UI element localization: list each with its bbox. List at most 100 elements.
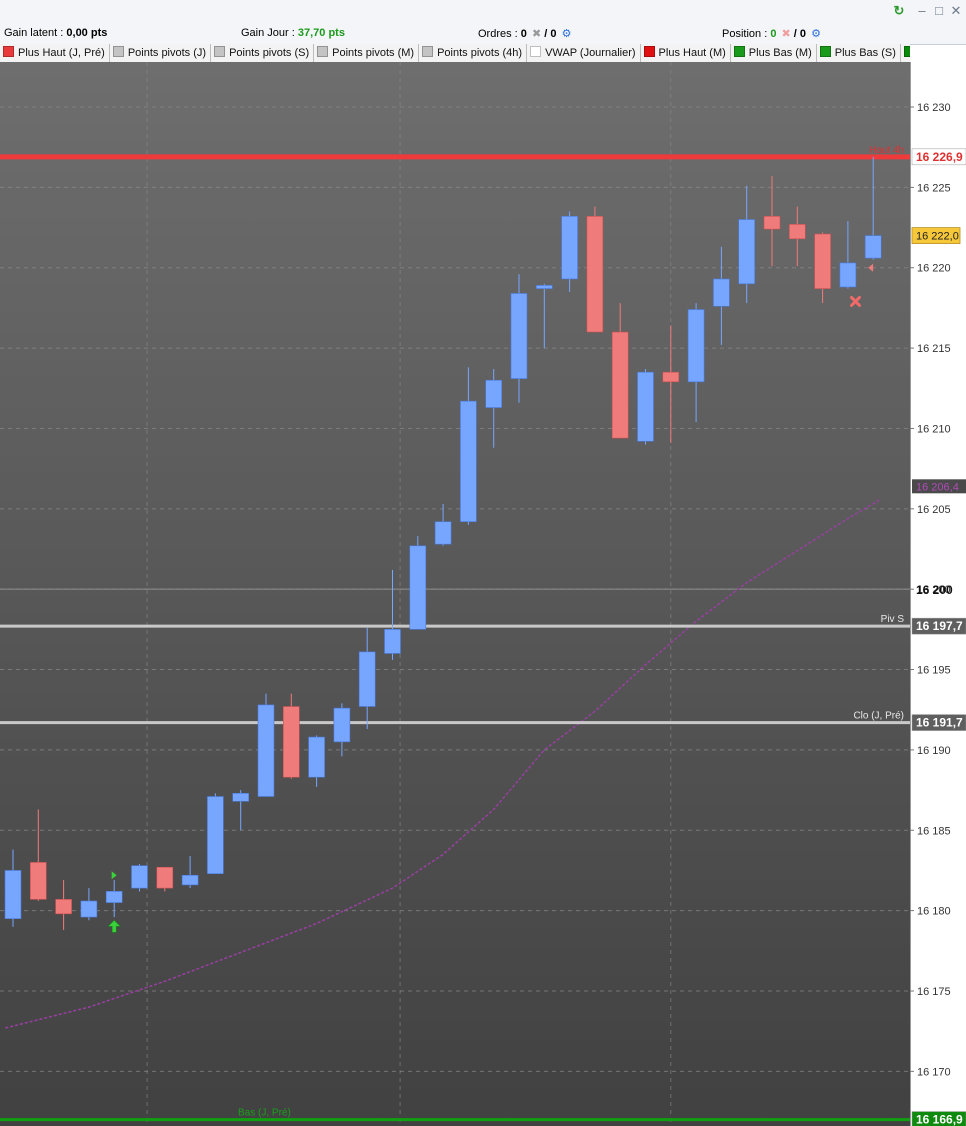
top-stats-bar: Gain latent : 0,00 pts Gain Jour : 37,70… xyxy=(0,0,966,45)
y-tick-label: 16 190 xyxy=(917,745,951,757)
gain-latent: Gain latent : 0,00 pts xyxy=(4,27,107,39)
y-tick-label: 16 215 xyxy=(917,343,951,355)
candle-body xyxy=(535,285,553,289)
gain-jour-label: Gain Jour : xyxy=(241,27,295,39)
candle-body xyxy=(637,371,654,442)
vwap-value-box xyxy=(912,479,966,494)
ordres-value: 0 xyxy=(520,28,527,40)
gain-jour-value: 37,70 pts xyxy=(297,27,345,39)
position-value: 0 xyxy=(770,28,777,40)
level-value-box xyxy=(911,714,966,731)
y-tick-label: 16 210 xyxy=(917,423,951,435)
candle-body xyxy=(207,796,224,874)
y-tick-label: 16 185 xyxy=(917,825,951,837)
candle-body xyxy=(358,651,376,707)
candle-body xyxy=(232,792,249,802)
candle-body xyxy=(864,235,882,259)
candle-body xyxy=(105,891,123,903)
legend-item[interactable]: Plus Bas xyxy=(901,44,910,62)
y-tick-label: 16 205 xyxy=(917,504,951,516)
legend-item[interactable]: Points pivots (4h) xyxy=(419,44,528,62)
minimize-icon[interactable]: – xyxy=(918,3,926,18)
candle-body xyxy=(713,278,730,307)
candle-body xyxy=(662,371,680,383)
legend-item[interactable]: Plus Bas (S) xyxy=(817,44,901,62)
legend-item[interactable]: VWAP (Journalier) xyxy=(527,44,641,62)
plot-background xyxy=(0,62,910,1126)
candle-body xyxy=(434,521,452,545)
candle-body xyxy=(814,233,831,289)
candle-body xyxy=(257,704,275,797)
legend-label: VWAP (Journalier) xyxy=(545,47,636,59)
candle-body xyxy=(561,215,578,280)
indicator-legend: Plus Haut (J, Pré) Points pivots (J) Point… xyxy=(0,44,910,63)
ordres: Ordres : 0 ✖ / 0 ⚙ xyxy=(478,27,571,40)
level-name-label: Bas (J, Pré) xyxy=(238,1108,291,1119)
candle-body xyxy=(181,874,199,886)
refresh-icon[interactable]: ↻ xyxy=(893,3,905,18)
legend-swatch xyxy=(422,46,434,57)
legend-label: Plus Haut (M) xyxy=(658,47,726,59)
legend-label: Points pivots (4h) xyxy=(437,47,523,59)
legend-swatch xyxy=(214,46,226,57)
maximize-icon[interactable]: □ xyxy=(935,3,943,18)
legend-swatch xyxy=(733,46,745,57)
candle-body xyxy=(80,900,98,918)
level-value-box xyxy=(911,148,966,166)
y-tick-label: 16 200 xyxy=(917,584,951,596)
legend-item[interactable]: Points pivots (M) xyxy=(314,44,420,62)
legend-item[interactable]: Points pivots (J) xyxy=(110,44,212,62)
close-cross-marker xyxy=(849,295,861,307)
level-name-label: Piv S xyxy=(881,614,905,625)
legend-swatch xyxy=(112,46,124,57)
candle-body xyxy=(282,706,300,778)
current-price-box xyxy=(911,227,961,244)
level-value-box xyxy=(911,1111,966,1126)
candle-body xyxy=(55,899,72,915)
legend-label: Plus Haut (J, Pré) xyxy=(18,47,105,59)
close-icon[interactable]: ✕ xyxy=(950,3,962,18)
level-value-box xyxy=(911,617,966,635)
legend-swatch xyxy=(903,46,910,57)
legend-label: Points pivots (J) xyxy=(127,47,207,59)
gear-icon[interactable]: ⚙ xyxy=(561,28,572,40)
legend-item[interactable]: Plus Bas (M) xyxy=(731,44,817,62)
legend-label: Points pivots (M) xyxy=(332,47,415,59)
candle-body xyxy=(333,707,351,743)
legend-label: Points pivots (S) xyxy=(229,47,310,59)
ordres-label: Ordres : xyxy=(478,28,518,40)
legend-item[interactable]: Plus Haut (M) xyxy=(641,44,731,62)
candle-body xyxy=(29,862,47,900)
candle-body xyxy=(4,870,22,919)
position: Position : 0 ✖ / 0 ⚙ xyxy=(722,27,821,40)
candle-body xyxy=(687,309,705,383)
ordres-total: / 0 xyxy=(544,28,557,40)
legend-label: Plus Bas (M) xyxy=(748,47,812,59)
level-name-label: Haut 4h xyxy=(869,145,904,156)
candle-body xyxy=(131,865,148,889)
candle-body xyxy=(738,219,756,285)
level-value-label: 16 191,7 xyxy=(916,716,963,730)
y-tick-label: 16 230 xyxy=(917,102,951,114)
level-value-label: 16 166,9 xyxy=(916,1113,963,1126)
gear-icon[interactable]: ⚙ xyxy=(811,28,821,40)
y-tick-label: 16 220 xyxy=(917,263,951,275)
candle-body xyxy=(788,224,806,240)
price-chart[interactable]: 16 170 16 175 16 180 16 185 16 190 16 195 16 2… xyxy=(0,62,966,1126)
legend-swatch xyxy=(530,46,542,57)
level-name-label: Clo (J, Pré) xyxy=(853,711,904,722)
legend-swatch xyxy=(317,46,329,57)
legend-swatch xyxy=(643,46,655,57)
level-value-label: 16 226,9 xyxy=(916,150,963,164)
level-value-label: 16 197,7 xyxy=(916,619,963,633)
position-total: / 0 xyxy=(793,28,807,40)
candle-body xyxy=(384,629,401,654)
candle-body xyxy=(510,293,528,379)
current-price-label: 16 222,0 xyxy=(916,231,959,243)
y-tick-label-highlight: 16 200 xyxy=(916,583,953,597)
close-position-icon[interactable]: ✖ xyxy=(781,28,791,40)
y-tick-label: 16 180 xyxy=(917,906,951,918)
legend-item[interactable]: Points pivots (S) xyxy=(211,44,315,62)
cancel-orders-icon[interactable]: ✖ xyxy=(531,28,542,40)
legend-item[interactable]: Plus Haut (J, Pré) xyxy=(0,44,110,62)
